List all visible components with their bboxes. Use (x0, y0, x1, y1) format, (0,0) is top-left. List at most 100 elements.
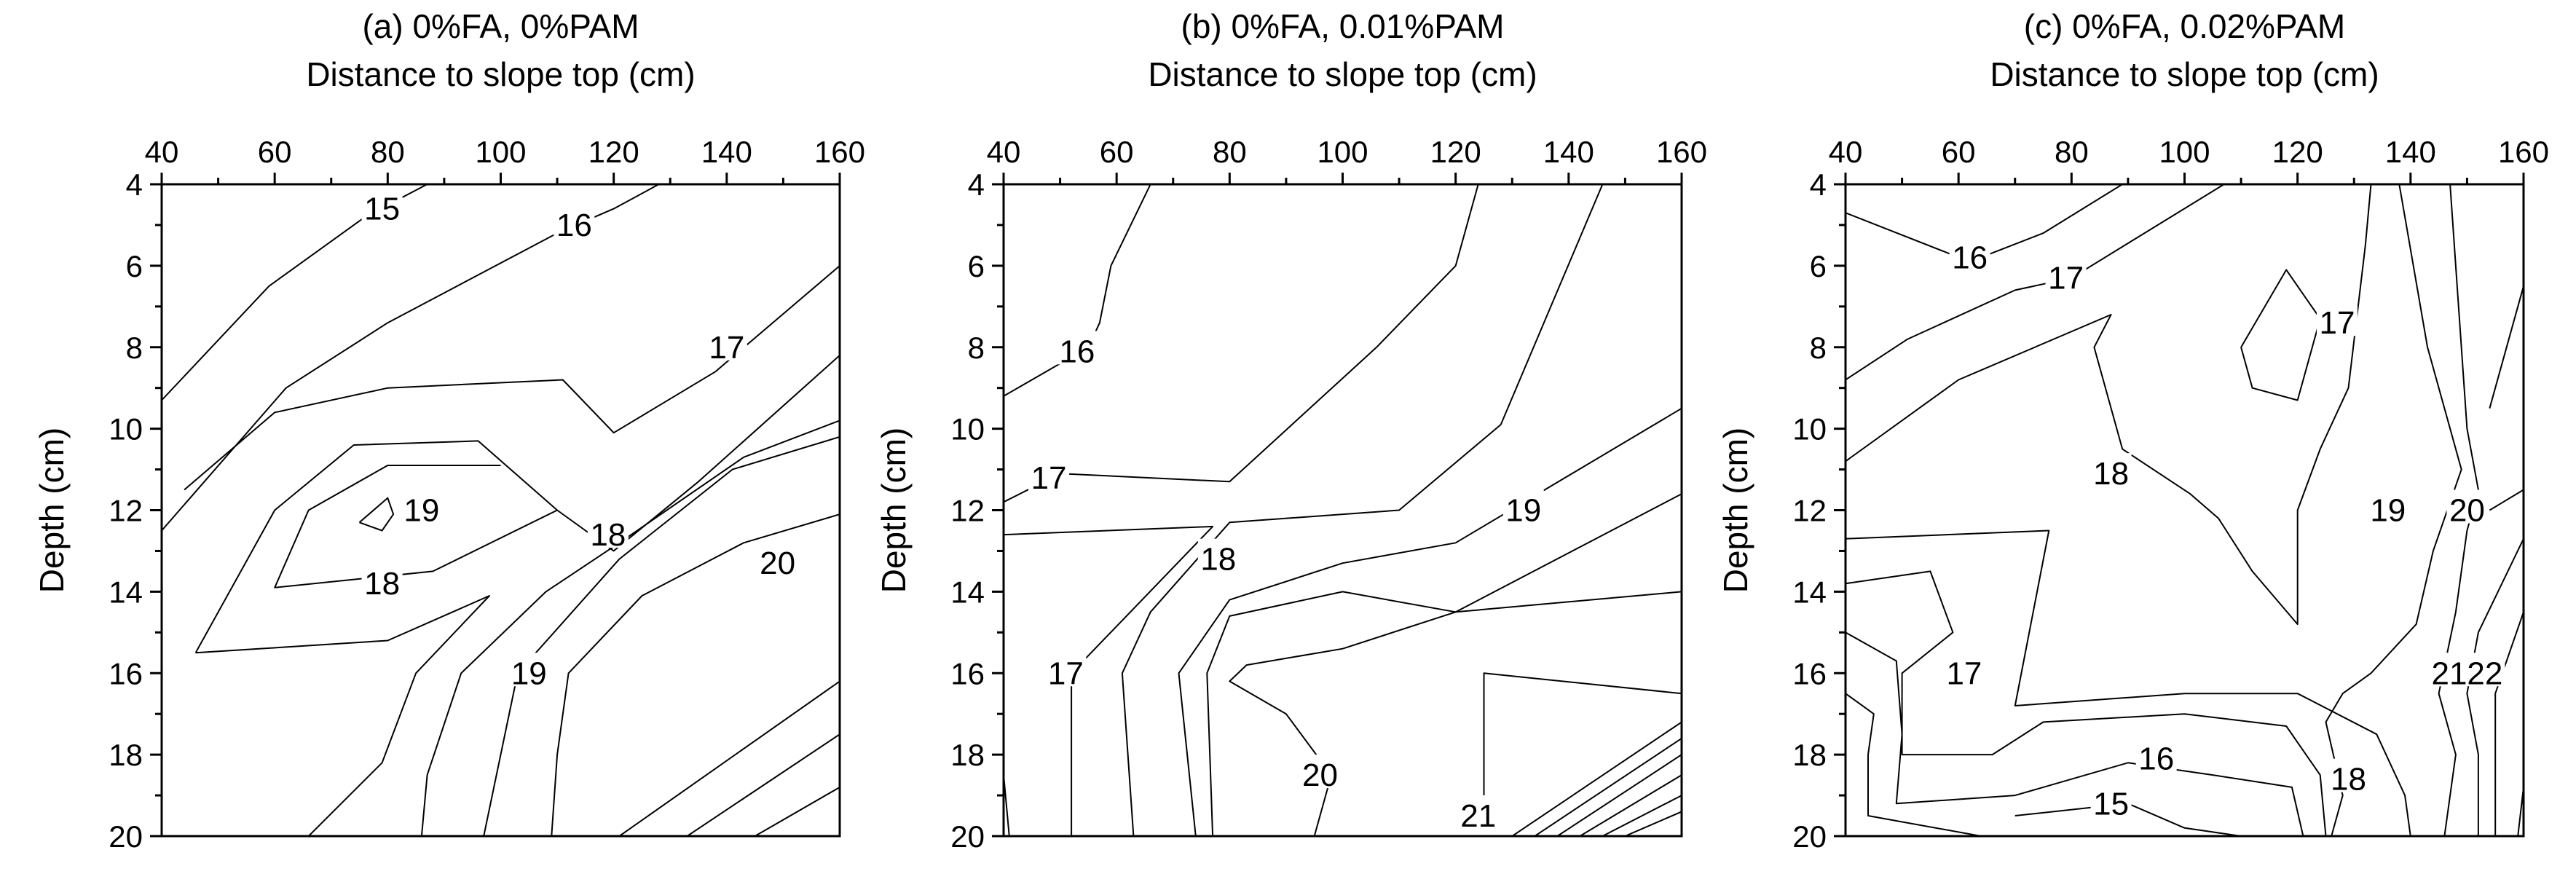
contour-label-background (361, 563, 403, 597)
x-tick-label: 120 (1430, 135, 1481, 169)
x-tick-label: 80 (2055, 135, 2089, 169)
x-tick-label: 80 (1213, 135, 1247, 169)
contour-line-19 (195, 595, 490, 837)
contour-line-21 (1511, 721, 1682, 837)
contour-line-17 (184, 265, 840, 491)
contour-label: 18 (2331, 762, 2366, 798)
y-axis-title: Depth (cm) (33, 428, 71, 593)
contour-line-21 (1534, 737, 1682, 837)
contour-label: 18 (1200, 542, 1236, 578)
contour-line-20 (2438, 184, 2479, 837)
contour-line-22 (1556, 754, 1682, 837)
contour-line-20 (483, 436, 840, 837)
contour-line-22 (1579, 774, 1682, 837)
contour-line-16 (1845, 631, 2304, 837)
x-tick-label: 40 (987, 135, 1021, 169)
contour-label: 15 (2093, 786, 2129, 822)
y-tick-label: 20 (950, 819, 985, 854)
y-tick-label: 4 (1810, 168, 1827, 202)
contour-line-15 (2014, 803, 2242, 837)
y-tick-label: 12 (1792, 494, 1827, 528)
x-tick-label: 120 (2272, 135, 2323, 169)
contour-label: 17 (1946, 655, 1982, 691)
contour-label-background (554, 204, 595, 238)
contour-label-background (587, 514, 629, 548)
contour-label-background (1045, 653, 1087, 687)
x-tick-label: 40 (1829, 135, 1863, 169)
contour-label-background (2429, 653, 2505, 687)
contour-label: 19 (511, 655, 547, 691)
contour-label: 20 (2449, 493, 2485, 529)
contour-line-17 (1845, 570, 2327, 837)
contour-label-background (757, 543, 798, 577)
contour-label: 18 (590, 517, 626, 553)
y-tick-label: 12 (950, 494, 985, 528)
contour-line-19 (358, 497, 395, 532)
contour-line-15 (1845, 693, 1982, 837)
contour-line-16 (161, 184, 660, 532)
x-tick-label: 120 (588, 135, 639, 169)
contour-line-21 (2489, 489, 2524, 511)
contour-label-background (361, 188, 403, 222)
contour-label-background (401, 489, 442, 524)
contour-label-background (1943, 653, 1985, 687)
contour-label-background (2090, 453, 2132, 487)
y-tick-label: 6 (126, 249, 143, 283)
x-tick-label: 100 (2159, 135, 2210, 169)
y-tick-label: 16 (1792, 656, 1827, 690)
contour-line-18 (556, 355, 840, 552)
y-tick-label: 8 (1810, 331, 1827, 365)
contour-line-22 (1602, 795, 1682, 837)
contour-label: 16 (556, 208, 592, 243)
contour-label: 21 (1460, 798, 1496, 834)
panel-c: (c) 0%FA, 0.02%PAM Distance to slope top … (1717, 7, 2549, 854)
contour-label: 17 (709, 330, 744, 366)
y-tick-label: 18 (950, 738, 985, 772)
contour-label-background (508, 653, 550, 687)
contour-label: 20 (1302, 757, 1338, 793)
contour-label: 17 (1031, 460, 1067, 496)
contour-label: 16 (1952, 240, 1988, 276)
y-tick-label: 14 (109, 575, 143, 609)
x-axis-title: Distance to slope top (cm) (306, 55, 695, 93)
y-tick-label: 16 (109, 656, 143, 690)
y-tick-label: 10 (109, 412, 143, 446)
contour-label: 19 (2370, 493, 2406, 529)
y-tick-label: 10 (1792, 412, 1827, 446)
contour-label-background (2135, 738, 2177, 772)
y-tick-label: 6 (1810, 249, 1827, 283)
x-tick-label: 140 (1543, 135, 1594, 169)
contour-label-background (2316, 302, 2358, 336)
y-tick-label: 14 (950, 575, 985, 609)
contour-label-background (1502, 489, 1544, 524)
x-tick-label: 160 (1656, 135, 1707, 169)
x-tick-label: 140 (701, 135, 752, 169)
x-tick-label: 60 (258, 135, 292, 169)
panel-title: (b) 0%FA, 0.01%PAM (1181, 7, 1505, 45)
contour-line-17 (1845, 184, 2225, 381)
contour-line-21 (686, 733, 840, 837)
contour-label-background (2328, 758, 2369, 792)
panel-b: (b) 0%FA, 0.01%PAM Distance to slope top … (875, 7, 1707, 854)
contour-line-18 (194, 440, 559, 653)
contour-label-background (1197, 538, 1239, 572)
x-tick-label: 60 (1942, 135, 1976, 169)
contour-line-17 (1845, 184, 2372, 626)
contour-label-background (2045, 257, 2087, 291)
contour-line-22 (1625, 811, 1682, 837)
y-tick-label: 8 (968, 331, 985, 365)
contour-label-background (2090, 783, 2132, 817)
x-tick-label: 40 (145, 135, 179, 169)
y-tick-label: 12 (109, 494, 143, 528)
x-tick-label: 80 (371, 135, 405, 169)
y-tick-label: 16 (950, 656, 985, 690)
contour-label-background (1299, 755, 1341, 789)
contour-line-22 (2466, 538, 2524, 836)
contour-label: 17 (2319, 305, 2355, 341)
contour-label: 16 (2138, 741, 2174, 777)
x-tick-label: 60 (1100, 135, 1134, 169)
y-tick-label: 18 (109, 738, 143, 772)
contour-label: 2122 (2431, 655, 2502, 691)
contour-label: 18 (2093, 456, 2129, 492)
